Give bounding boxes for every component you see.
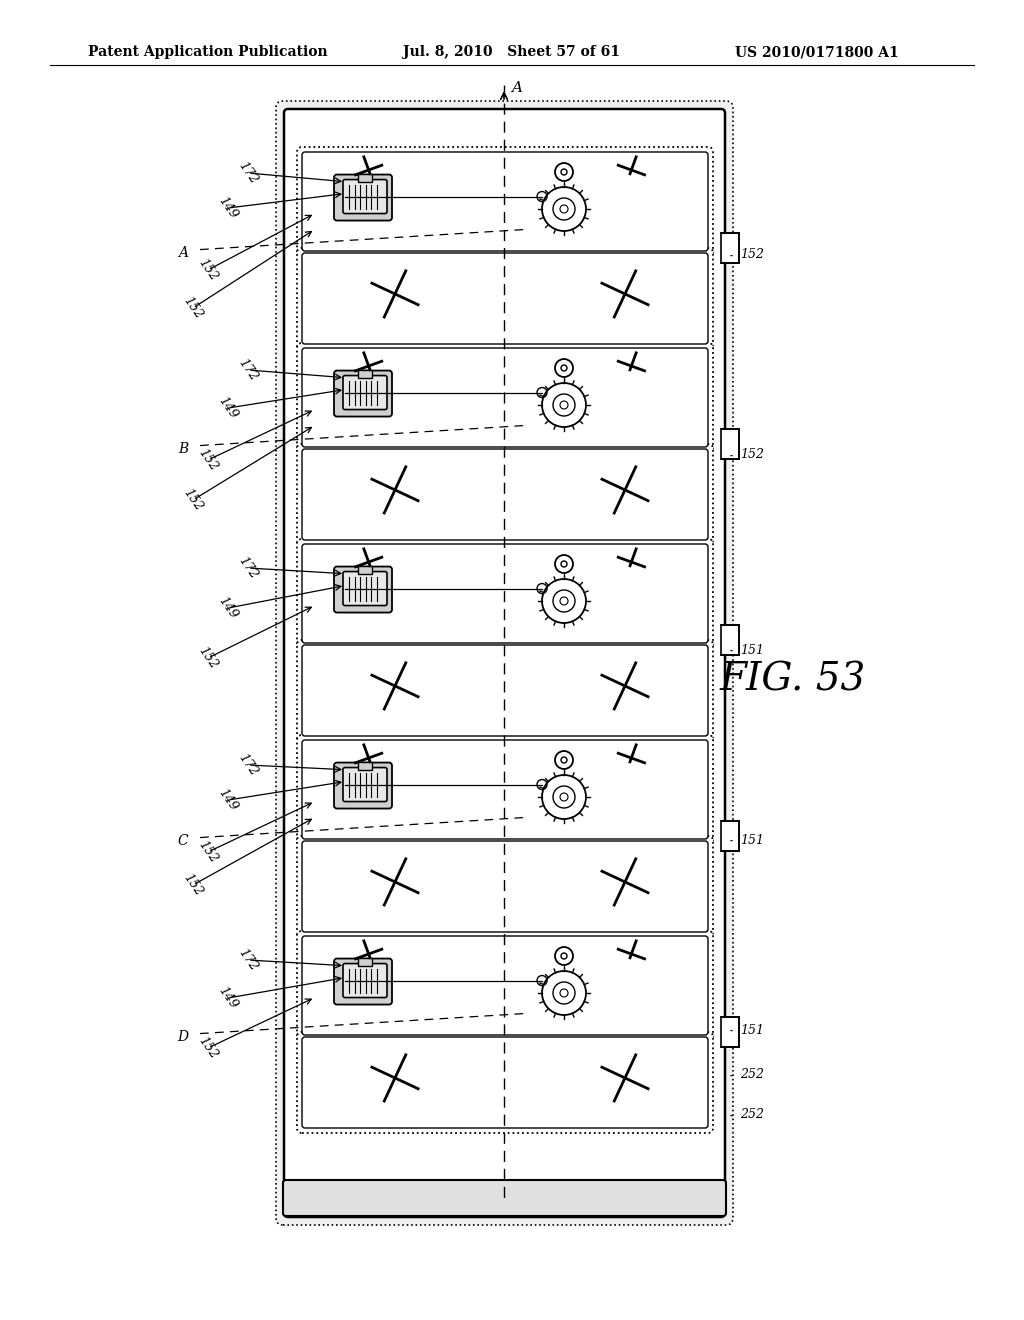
- Bar: [721, 232, 739, 264]
- FancyBboxPatch shape: [343, 767, 387, 801]
- FancyBboxPatch shape: [297, 931, 713, 1040]
- Text: Patent Application Publication: Patent Application Publication: [88, 45, 328, 59]
- FancyBboxPatch shape: [302, 645, 708, 737]
- Text: 172: 172: [236, 554, 260, 582]
- FancyBboxPatch shape: [302, 1038, 708, 1129]
- FancyBboxPatch shape: [297, 735, 713, 843]
- Text: 151: 151: [740, 1023, 764, 1036]
- Bar: [358, 565, 372, 574]
- Text: 152: 152: [181, 871, 205, 899]
- FancyBboxPatch shape: [334, 371, 392, 417]
- FancyBboxPatch shape: [302, 544, 708, 643]
- FancyBboxPatch shape: [297, 539, 713, 648]
- FancyBboxPatch shape: [343, 964, 387, 998]
- Text: 152: 152: [196, 644, 220, 672]
- FancyBboxPatch shape: [343, 572, 387, 606]
- Bar: [721, 1016, 739, 1047]
- Bar: [358, 762, 372, 770]
- Text: 151: 151: [740, 833, 764, 846]
- Text: 172: 172: [236, 751, 260, 779]
- Text: B: B: [178, 442, 188, 455]
- Text: 151: 151: [740, 644, 764, 656]
- FancyBboxPatch shape: [334, 763, 392, 809]
- FancyBboxPatch shape: [302, 741, 708, 840]
- Text: 152: 152: [740, 248, 764, 261]
- FancyBboxPatch shape: [334, 174, 392, 220]
- Text: 149: 149: [216, 985, 241, 1011]
- Text: 152: 152: [181, 294, 205, 322]
- Text: Jul. 8, 2010   Sheet 57 of 61: Jul. 8, 2010 Sheet 57 of 61: [403, 45, 620, 59]
- FancyBboxPatch shape: [302, 449, 708, 540]
- FancyBboxPatch shape: [297, 444, 713, 545]
- Text: 149: 149: [216, 194, 241, 222]
- Text: 172: 172: [236, 946, 260, 974]
- Text: 149: 149: [216, 787, 241, 813]
- Text: 152: 152: [181, 487, 205, 513]
- Bar: [358, 173, 372, 182]
- Bar: [721, 624, 739, 655]
- FancyBboxPatch shape: [302, 348, 708, 447]
- FancyBboxPatch shape: [276, 102, 733, 1225]
- Text: 152: 152: [196, 1035, 220, 1061]
- FancyBboxPatch shape: [297, 1032, 713, 1133]
- FancyBboxPatch shape: [334, 566, 392, 612]
- FancyBboxPatch shape: [343, 180, 387, 214]
- Bar: [721, 821, 739, 851]
- Text: A: A: [511, 81, 522, 95]
- FancyBboxPatch shape: [334, 958, 392, 1005]
- FancyBboxPatch shape: [297, 343, 713, 451]
- Text: C: C: [177, 833, 188, 847]
- FancyBboxPatch shape: [283, 1180, 726, 1216]
- Text: 172: 172: [236, 160, 260, 186]
- Text: A: A: [178, 246, 188, 260]
- Bar: [721, 429, 739, 459]
- Text: 152: 152: [740, 449, 764, 462]
- Text: 152: 152: [196, 256, 220, 284]
- Bar: [358, 370, 372, 378]
- Text: 172: 172: [236, 356, 260, 384]
- FancyBboxPatch shape: [284, 110, 725, 1217]
- Text: US 2010/0171800 A1: US 2010/0171800 A1: [735, 45, 899, 59]
- FancyBboxPatch shape: [302, 253, 708, 345]
- Text: D: D: [177, 1030, 188, 1044]
- Text: 149: 149: [216, 594, 241, 622]
- FancyBboxPatch shape: [297, 836, 713, 937]
- Text: 152: 152: [196, 838, 220, 866]
- Text: 149: 149: [216, 395, 241, 421]
- Text: 252: 252: [740, 1068, 764, 1081]
- Text: 252: 252: [740, 1109, 764, 1122]
- FancyBboxPatch shape: [302, 936, 708, 1035]
- FancyBboxPatch shape: [297, 248, 713, 348]
- FancyBboxPatch shape: [297, 147, 713, 256]
- Text: FIG. 53: FIG. 53: [720, 661, 866, 698]
- FancyBboxPatch shape: [302, 152, 708, 251]
- FancyBboxPatch shape: [302, 841, 708, 932]
- FancyBboxPatch shape: [343, 376, 387, 409]
- FancyBboxPatch shape: [297, 640, 713, 741]
- Bar: [358, 957, 372, 965]
- Text: 152: 152: [196, 446, 220, 474]
